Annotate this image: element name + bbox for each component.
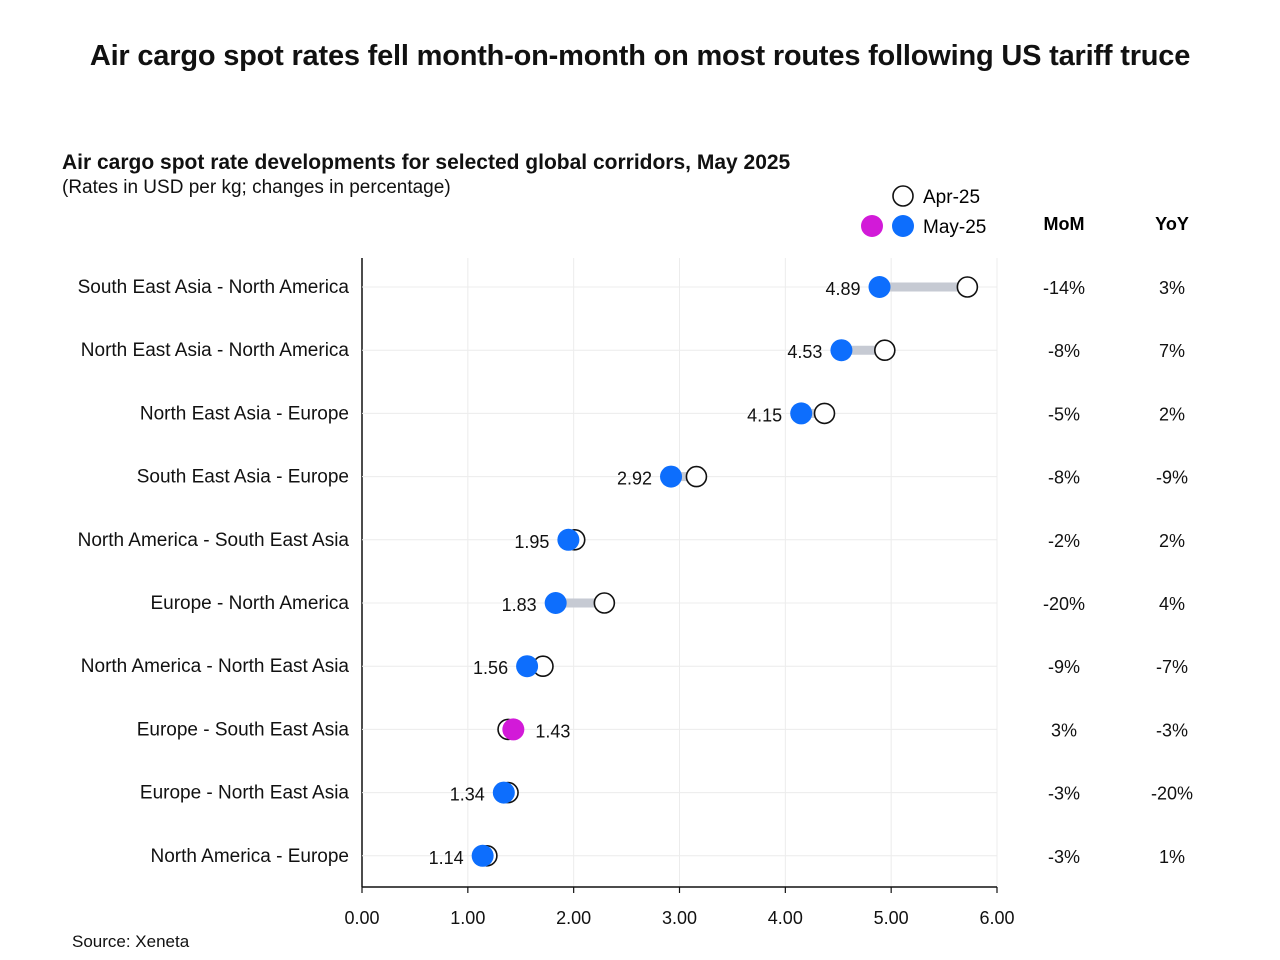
may-value-label: 1.14 <box>429 848 464 868</box>
corridor-row: South East Asia - North America 4.89 -14% 3… <box>78 276 1185 299</box>
may-value-label: 1.43 <box>535 721 570 741</box>
may-25-marker <box>790 402 813 425</box>
axes: 0.00 1.00 2.00 3.00 4.00 5.00 6.00 <box>344 258 1015 928</box>
x-tick-label: 0.00 <box>344 908 379 928</box>
mom-change: -5% <box>1048 404 1080 424</box>
corridor-row: Europe - South East Asia 1.43 3% -3% <box>137 718 1188 741</box>
corridor-row: North East Asia - Europe 4.15 -5% 2% <box>140 402 1185 425</box>
corridor-label: South East Asia - Europe <box>137 467 349 488</box>
x-tick-label: 6.00 <box>979 908 1014 928</box>
x-tick-label: 1.00 <box>450 908 485 928</box>
mom-change: 3% <box>1051 720 1077 740</box>
corridor-label: Europe - North America <box>150 593 349 614</box>
yoy-change: -3% <box>1156 720 1188 740</box>
may-25-marker <box>660 465 683 488</box>
x-tick-label: 4.00 <box>768 908 803 928</box>
corridor-row: North East Asia - North America 4.53 -8% 7% <box>81 339 1185 362</box>
x-tick-label: 2.00 <box>556 908 591 928</box>
yoy-change: 2% <box>1159 404 1185 424</box>
apr-25-marker <box>956 276 979 298</box>
yoy-change: 3% <box>1159 278 1185 298</box>
may-value-label: 1.56 <box>473 658 508 678</box>
mom-change: -14% <box>1043 278 1085 298</box>
yoy-change: -9% <box>1156 468 1188 488</box>
corridor-label: Europe - North East Asia <box>140 783 350 804</box>
mom-change: -20% <box>1043 594 1085 614</box>
yoy-change: 7% <box>1159 341 1185 361</box>
x-tick-label: 5.00 <box>874 908 909 928</box>
legend-may-label: May-25 <box>923 217 986 238</box>
corridor-label: North East Asia - Europe <box>140 403 349 424</box>
mom-change: -8% <box>1048 341 1080 361</box>
apr-25-marker <box>813 402 836 425</box>
chart-subtitle: (Rates in USD per kg; changes in percent… <box>62 177 451 198</box>
mom-column-header: MoM <box>1044 214 1085 234</box>
legend: Apr-25 May-25 <box>861 185 986 238</box>
mom-change: -9% <box>1048 657 1080 677</box>
legend-may-increase-marker <box>861 215 883 237</box>
source-note: Source: Xeneta <box>72 932 190 951</box>
may-25-marker <box>544 592 567 614</box>
corridor-label: Europe - South East Asia <box>137 719 350 740</box>
may-25-marker <box>516 655 539 678</box>
mom-change: -3% <box>1048 847 1080 867</box>
corridor-label: North America - South East Asia <box>78 530 350 551</box>
legend-may-decrease-marker <box>892 215 914 237</box>
may-value-label: 4.89 <box>825 279 860 299</box>
legend-apr-marker <box>892 185 914 207</box>
corridor-row: North America - South East Asia 1.95 -2% 2% <box>78 528 1185 552</box>
may-value-label: 1.95 <box>514 532 549 552</box>
corridor-row: South East Asia - Europe 2.92 -8% -9% <box>137 465 1188 489</box>
legend-apr-label: Apr-25 <box>923 187 980 208</box>
apr-25-marker <box>685 465 708 488</box>
corridor-row: Europe - North America 1.83 -20% 4% <box>150 592 1185 615</box>
may-value-label: 1.83 <box>502 595 537 615</box>
x-tick-label: 3.00 <box>662 908 697 928</box>
rows: South East Asia - North America 4.89 -14% 3… <box>78 276 1193 868</box>
yoy-change: 2% <box>1159 531 1185 551</box>
corridor-label: North America - North East Asia <box>81 656 350 677</box>
may-value-label: 2.92 <box>617 469 652 489</box>
may-25-marker <box>492 781 515 804</box>
corridor-label: North East Asia - North America <box>81 340 350 361</box>
headline: Air cargo spot rates fell month-on-month… <box>89 40 1191 72</box>
mom-change: -2% <box>1048 531 1080 551</box>
corridor-row: North America - North East Asia 1.56 -9% -7… <box>81 655 1188 678</box>
yoy-column-header: YoY <box>1155 214 1189 234</box>
apr-25-marker <box>593 592 616 614</box>
may-25-marker <box>557 528 580 551</box>
may-25-marker <box>868 276 891 298</box>
may-25-marker <box>502 718 525 741</box>
yoy-change: 1% <box>1159 847 1185 867</box>
may-value-label: 4.15 <box>747 405 782 425</box>
may-25-marker <box>830 339 853 362</box>
chart-title: Air cargo spot rate developments for sel… <box>62 151 791 174</box>
may-value-label: 4.53 <box>787 342 822 362</box>
corridor-row: Europe - North East Asia 1.34 -3% -20% <box>140 781 1193 805</box>
may-value-label: 1.34 <box>450 785 485 805</box>
corridor-label: South East Asia - North America <box>78 277 350 298</box>
corridor-row: North America - Europe 1.14 -3% 1% <box>150 844 1185 868</box>
mom-change: -8% <box>1048 468 1080 488</box>
yoy-change: -20% <box>1151 784 1193 804</box>
yoy-change: 4% <box>1159 594 1185 614</box>
may-25-marker <box>471 844 494 867</box>
mom-change: -3% <box>1048 784 1080 804</box>
apr-25-marker <box>874 339 896 362</box>
yoy-change: -7% <box>1156 657 1188 677</box>
gridlines <box>467 258 998 887</box>
corridor-label: North America - Europe <box>150 846 349 867</box>
